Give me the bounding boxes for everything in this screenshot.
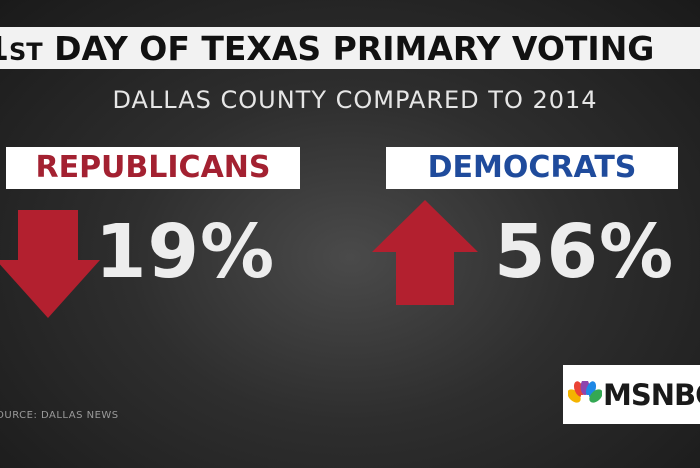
up-arrow-shape <box>372 200 478 305</box>
network-logo: MSNBC <box>563 365 700 424</box>
title-ordinal: ST <box>8 38 43 66</box>
down-arrow-icon <box>0 210 100 318</box>
democrats-label: DEMOCRATS <box>386 147 678 189</box>
republicans-value: 19% <box>95 209 276 295</box>
logo-wordmark: MSNBC <box>603 378 700 412</box>
down-arrow-shape <box>0 210 100 318</box>
republicans-label: REPUBLICANS <box>6 147 300 189</box>
up-arrow-icon <box>372 200 478 305</box>
democrats-value: 56% <box>494 209 675 295</box>
chart-title: 1ST DAY OF TEXAS PRIMARY VOTING <box>0 29 654 68</box>
peacock-icon <box>568 381 602 409</box>
chart-subtitle: DALLAS COUNTY COMPARED TO 2014 <box>112 86 598 114</box>
title-number: 1 <box>0 29 9 68</box>
title-main: DAY OF TEXAS PRIMARY VOTING <box>42 29 655 68</box>
title-bar: 1ST DAY OF TEXAS PRIMARY VOTING <box>0 27 700 69</box>
source-credit: OURCE: DALLAS NEWS <box>0 410 119 421</box>
